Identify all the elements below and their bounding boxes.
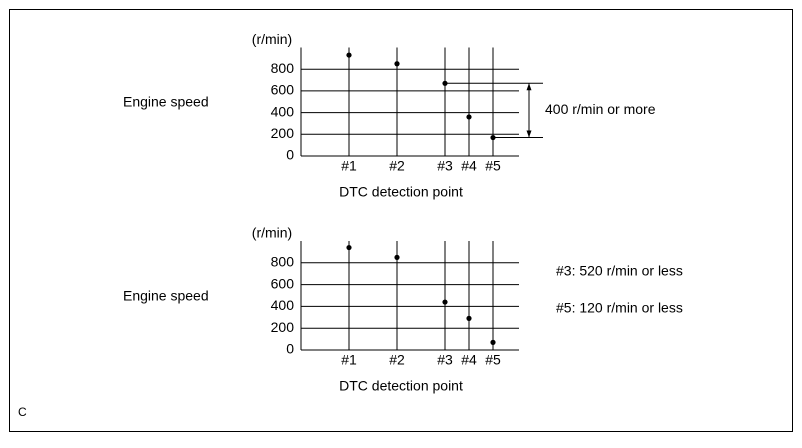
y-tick-label: 0 bbox=[286, 147, 294, 163]
x-tick-label: #4 bbox=[461, 352, 477, 368]
x-tick-label: #3 bbox=[437, 158, 453, 174]
x-tick-label: #1 bbox=[341, 352, 357, 368]
y-tick-label: 400 bbox=[271, 297, 295, 313]
data-point bbox=[466, 114, 472, 120]
data-point bbox=[466, 315, 472, 321]
y-label: Engine speed bbox=[123, 94, 209, 110]
x-tick-label: #5 bbox=[485, 158, 501, 174]
y-tick-label: 200 bbox=[271, 319, 295, 335]
y-tick-label: 600 bbox=[271, 275, 295, 291]
figure-code: C bbox=[18, 405, 27, 419]
y-tick-label: 800 bbox=[271, 60, 295, 76]
y-label: Engine speed bbox=[123, 288, 209, 304]
frame bbox=[9, 9, 793, 432]
data-point bbox=[346, 52, 352, 58]
data-point bbox=[490, 339, 496, 345]
y-unit: (r/min) bbox=[252, 225, 292, 241]
data-point bbox=[346, 244, 352, 251]
y-tick-label: 800 bbox=[271, 254, 295, 270]
y-tick-label: 0 bbox=[286, 341, 294, 357]
x-tick-label: #2 bbox=[389, 158, 405, 174]
annotation: #5: 120 r/min or less bbox=[556, 300, 683, 316]
y-tick-label: 600 bbox=[271, 82, 295, 98]
x-label: DTC detection point bbox=[339, 184, 463, 200]
data-point bbox=[394, 254, 400, 260]
data-point bbox=[442, 299, 448, 305]
data-point bbox=[394, 61, 400, 67]
x-tick-label: #3 bbox=[437, 352, 453, 368]
y-tick-label: 200 bbox=[271, 125, 295, 141]
x-tick-label: #4 bbox=[461, 158, 477, 174]
y-tick-label: 400 bbox=[271, 103, 295, 119]
annotation: 400 r/min or more bbox=[545, 101, 656, 117]
x-label: DTC detection point bbox=[339, 378, 463, 394]
y-unit: (r/min) bbox=[252, 31, 292, 47]
annotation: #3: 520 r/min or less bbox=[556, 263, 683, 279]
x-tick-label: #2 bbox=[389, 352, 405, 368]
x-tick-label: #1 bbox=[341, 158, 357, 174]
x-tick-label: #5 bbox=[485, 352, 501, 368]
